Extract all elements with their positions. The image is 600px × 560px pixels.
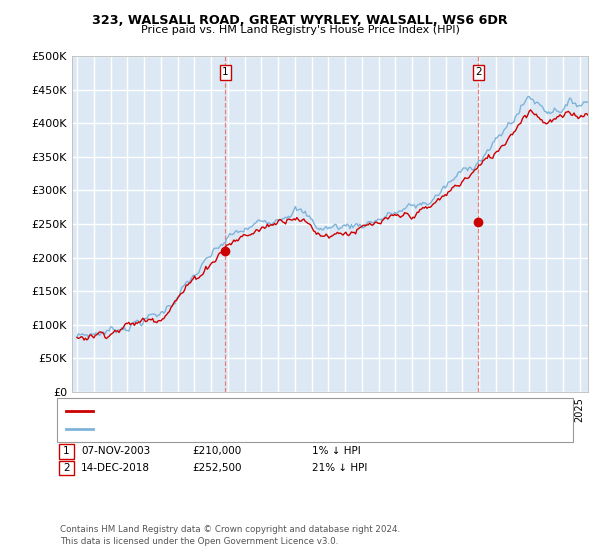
Text: 1: 1: [63, 446, 70, 456]
Text: 323, WALSALL ROAD, GREAT WYRLEY, WALSALL, WS6 6DR: 323, WALSALL ROAD, GREAT WYRLEY, WALSALL…: [92, 14, 508, 27]
Text: 21% ↓ HPI: 21% ↓ HPI: [312, 463, 367, 473]
Text: 1: 1: [222, 67, 229, 77]
Text: 14-DEC-2018: 14-DEC-2018: [81, 463, 150, 473]
Text: £252,500: £252,500: [192, 463, 241, 473]
Text: 07-NOV-2003: 07-NOV-2003: [81, 446, 150, 456]
Text: 2: 2: [63, 463, 70, 473]
Text: Price paid vs. HM Land Registry's House Price Index (HPI): Price paid vs. HM Land Registry's House …: [140, 25, 460, 35]
Text: 2: 2: [475, 67, 482, 77]
Text: £210,000: £210,000: [192, 446, 241, 456]
Text: Contains HM Land Registry data © Crown copyright and database right 2024.
This d: Contains HM Land Registry data © Crown c…: [60, 525, 400, 546]
Text: 323, WALSALL ROAD, GREAT WYRLEY, WALSALL, WS6 6DR (detached house): 323, WALSALL ROAD, GREAT WYRLEY, WALSALL…: [98, 407, 480, 417]
Text: HPI: Average price, detached house, South Staffordshire: HPI: Average price, detached house, Sout…: [98, 423, 379, 433]
Text: 1% ↓ HPI: 1% ↓ HPI: [312, 446, 361, 456]
